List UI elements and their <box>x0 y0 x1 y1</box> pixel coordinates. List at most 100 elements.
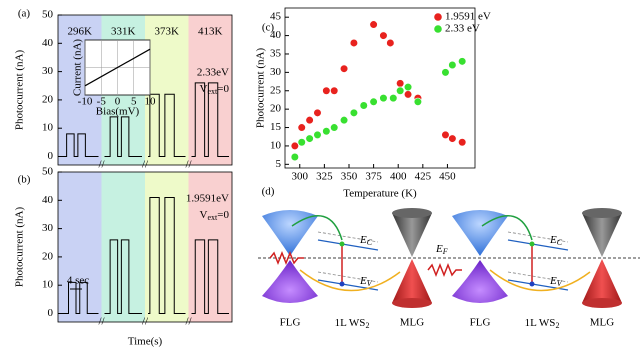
point <box>458 138 467 147</box>
point <box>379 31 388 40</box>
region-label: 331K <box>111 26 136 38</box>
point <box>441 68 450 77</box>
point <box>313 130 322 139</box>
ws2-label-sub: 2 <box>365 321 369 330</box>
ec-label-sub: C <box>367 238 373 247</box>
point <box>448 134 457 143</box>
point <box>330 123 339 132</box>
ws2-label: 1L WS2 <box>525 317 560 330</box>
y-tick-label: 5 <box>276 158 282 170</box>
y-axis-label: Photocurrent (nA) <box>255 47 267 128</box>
axis-break: // <box>98 159 105 171</box>
mlg-label: MLG <box>400 317 425 329</box>
ws2-label-base: 1L WS <box>335 317 366 329</box>
ec-label-base: E <box>549 234 557 246</box>
trace <box>104 239 142 315</box>
panel-label: (b) <box>18 174 31 186</box>
ev-label: EV <box>549 275 563 288</box>
ws2-label: 1L WS2 <box>335 317 370 330</box>
vext-label-base: V <box>200 83 208 95</box>
axis-break: // <box>185 159 192 171</box>
point <box>369 97 378 106</box>
duration-label: 4 sec <box>67 275 89 287</box>
ev-label-sub: V <box>557 279 563 288</box>
legend-label: 1.9591 eV <box>445 11 491 23</box>
trace <box>148 93 186 158</box>
trace <box>191 239 229 315</box>
ev-label-base: E <box>359 275 367 287</box>
axes-frame <box>57 14 233 166</box>
axis-break: // <box>185 316 192 328</box>
legend-marker <box>434 25 442 33</box>
flg-label: FLG <box>280 317 301 329</box>
ec-label: EC <box>359 234 373 247</box>
point <box>297 123 306 132</box>
vext-label-base: V <box>200 209 208 221</box>
ev-label-base: E <box>549 275 557 287</box>
panel-label: (d) <box>262 186 275 198</box>
y-tick-label: 45 <box>270 11 282 23</box>
ev-label-sub: V <box>367 279 373 288</box>
point <box>389 94 398 103</box>
y-tick-label: 30 <box>42 222 54 234</box>
axes-frame <box>284 7 476 169</box>
trace <box>148 196 186 315</box>
y-tick-label: 30 <box>42 65 54 77</box>
y-tick-label: 40 <box>270 29 282 41</box>
energy-label: 2.33eV <box>197 67 229 79</box>
x-axis-label: Time(s) <box>128 336 163 348</box>
point <box>305 134 314 143</box>
legend-marker <box>434 13 442 21</box>
ec-label: EC <box>549 234 563 247</box>
mlg-label: MLG <box>590 317 615 329</box>
x-tick-label: -10 <box>78 96 93 108</box>
y-tick-label: 40 <box>42 37 54 49</box>
ev-label: EV <box>359 275 373 288</box>
x-tick-label: 300 <box>292 171 309 183</box>
panel-label: (c) <box>262 22 275 34</box>
y-tick-label: 50 <box>42 166 54 178</box>
axis-break: // <box>142 159 149 171</box>
y-tick-label: 10 <box>270 139 282 151</box>
region-label: 413K <box>198 26 223 38</box>
legend-label: 2.33 eV <box>445 23 480 35</box>
x-tick-label: -5 <box>97 96 107 108</box>
excitation-left <box>269 250 304 266</box>
point <box>379 94 388 103</box>
x-tick-label: 450 <box>439 171 456 183</box>
fermi-label: EF <box>435 243 448 256</box>
point <box>313 108 322 117</box>
axes-frame <box>57 171 233 323</box>
point <box>403 90 413 99</box>
vext-label-sub: ext <box>208 213 219 222</box>
flg-label: FLG <box>470 317 491 329</box>
x-tick-label: 375 <box>365 171 382 183</box>
y-axis-label: Current (nA) <box>72 39 84 96</box>
point <box>448 60 457 70</box>
energy-label: 1.9591eV <box>186 193 229 205</box>
y-tick-label: 0 <box>48 307 54 319</box>
region <box>145 15 189 165</box>
x-tick-label: 5 <box>131 96 137 108</box>
point <box>322 127 331 136</box>
y-tick-label: 10 <box>42 122 54 134</box>
axis-break: // <box>98 316 105 328</box>
fermi-label-base: E <box>435 243 443 255</box>
vext-label: Vext=0 <box>200 209 230 222</box>
ec-label-base: E <box>359 234 367 246</box>
trace <box>61 281 99 315</box>
panel-label: (a) <box>18 8 31 20</box>
y-tick-label: 30 <box>270 66 282 78</box>
y-tick-label: 20 <box>42 250 54 262</box>
point <box>396 79 405 88</box>
y-tick-label: 20 <box>42 93 54 105</box>
point <box>413 97 423 106</box>
point <box>322 86 331 95</box>
point <box>386 38 395 48</box>
x-tick-label: 400 <box>390 171 407 183</box>
y-tick-label: 0 <box>48 150 54 162</box>
x-tick-label: 10 <box>145 96 157 108</box>
x-tick-label: 0 <box>115 96 121 108</box>
trace <box>104 116 142 158</box>
